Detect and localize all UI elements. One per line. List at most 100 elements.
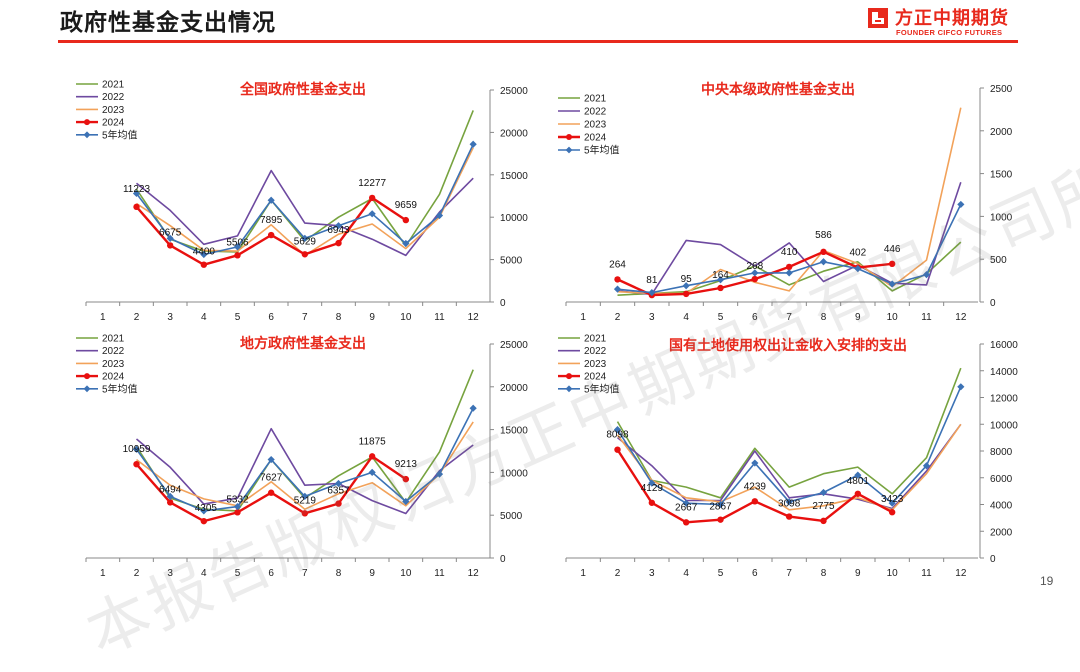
- x-tick-label: 11: [921, 568, 932, 579]
- page-number: 19: [1040, 574, 1054, 588]
- x-tick-label: 10: [887, 568, 899, 579]
- series-line-2021: [616, 367, 962, 499]
- y-tick-label: 0: [500, 554, 506, 565]
- legend-label-2023: 2023: [584, 359, 607, 370]
- data-label-2024: 4305: [195, 503, 218, 514]
- data-label-2024: 11223: [123, 184, 151, 195]
- data-point-avg: [751, 269, 759, 277]
- series-line-2022: [616, 423, 962, 510]
- legend-label-5年均值: 5年均值: [102, 382, 138, 395]
- data-label-2024: 5219: [294, 495, 317, 506]
- chart-title: 全国政府性基金支出: [239, 81, 366, 98]
- y-tick-label: 10000: [500, 213, 528, 224]
- x-tick-label: 7: [786, 568, 792, 579]
- data-label-2024: 6943: [327, 225, 350, 236]
- legend-marker-2024: [84, 373, 90, 380]
- y-tick-label: 25000: [500, 340, 528, 351]
- data-label-2024: 5506: [226, 237, 249, 248]
- data-label-2024: 446: [884, 244, 901, 255]
- data-point-avg: [132, 189, 141, 198]
- legend-label-2022: 2022: [102, 346, 125, 357]
- data-point-avg: [435, 211, 444, 220]
- data-label-2024: 10959: [123, 444, 151, 455]
- x-tick-label: 8: [821, 568, 827, 579]
- data-point-avg: [888, 280, 896, 288]
- y-tick-label: 0: [500, 298, 506, 309]
- data-point-2024: [717, 284, 724, 292]
- logo-text-en: FOUNDER CIFCO FUTURES: [896, 28, 1003, 37]
- data-point-avg: [233, 503, 242, 511]
- x-tick-label: 5: [235, 312, 241, 323]
- data-point-2024: [888, 509, 896, 516]
- data-point-2024: [335, 500, 342, 507]
- x-tick-label: 12: [468, 568, 480, 579]
- x-tick-label: 5: [718, 568, 724, 579]
- legend-label-5年均值: 5年均值: [584, 144, 620, 157]
- chart-national-fund-expenditure: 1 2 3 4 5 6 7 8 9 10 11 120500010000150002000025000…: [76, 80, 528, 323]
- y-tick-label: 12000: [990, 394, 1018, 405]
- data-label-2024: 6357: [327, 486, 350, 497]
- data-point-avg: [368, 210, 376, 218]
- data-point-2024: [234, 252, 241, 259]
- data-label-2024: 7895: [260, 215, 283, 226]
- data-point-avg: [166, 234, 174, 242]
- y-tick-label: 20000: [500, 383, 528, 394]
- y-tick-label: 14000: [990, 367, 1018, 378]
- x-tick-label: 1: [580, 312, 586, 323]
- x-tick-label: 6: [752, 568, 758, 579]
- data-label-2024: 11875: [359, 436, 387, 447]
- y-tick-label: 10000: [500, 468, 528, 479]
- x-tick-label: 2: [134, 312, 140, 323]
- legend-label-2024: 2024: [102, 118, 125, 129]
- x-tick-label: 6: [268, 568, 274, 579]
- series-line-2022: [135, 427, 474, 515]
- y-tick-label: 1500: [990, 170, 1013, 181]
- legend-label-2022: 2022: [584, 107, 607, 118]
- data-point-avg: [435, 470, 444, 478]
- data-point-avg: [854, 471, 862, 479]
- data-point-2024: [820, 248, 827, 256]
- y-tick-label: 15000: [500, 426, 528, 437]
- data-point-avg: [957, 200, 965, 209]
- data-point-2024: [267, 489, 275, 496]
- x-tick-label: 12: [955, 312, 967, 323]
- y-tick-label: 0: [990, 298, 996, 309]
- x-tick-label: 6: [752, 312, 758, 323]
- x-tick-label: 4: [683, 312, 689, 323]
- legend-label-2022: 2022: [584, 346, 607, 357]
- legend-marker-avg: [83, 385, 91, 393]
- y-tick-label: 8000: [990, 447, 1013, 458]
- data-label-2024: 164: [712, 270, 729, 281]
- data-point-2024: [402, 475, 410, 483]
- series-line-2023: [616, 423, 962, 511]
- x-tick-label: 8: [821, 312, 827, 323]
- data-label-2024: 264: [609, 259, 626, 270]
- y-tick-label: 2000: [990, 527, 1013, 538]
- data-point-avg: [233, 243, 242, 251]
- x-tick-label: 8: [336, 568, 342, 579]
- data-label-2024: 8098: [606, 430, 629, 441]
- x-tick-label: 9: [855, 568, 861, 579]
- data-label-2024: 12277: [358, 178, 386, 189]
- chart-local-fund-expenditure: 1 2 3 4 5 6 7 8 9 10 11 120500010000150002000025000…: [76, 334, 528, 579]
- data-point-2024: [682, 519, 690, 526]
- data-point-2024: [133, 460, 140, 468]
- x-tick-label: 12: [468, 312, 480, 323]
- x-tick-label: 7: [302, 568, 308, 579]
- data-label-2024: 410: [781, 247, 798, 258]
- series-line-2021: [617, 241, 962, 296]
- data-label-2024: 4239: [744, 481, 767, 492]
- data-label-2024: 4400: [193, 247, 216, 258]
- series-line-2021: [135, 110, 474, 253]
- data-label-2024: 2867: [709, 502, 732, 513]
- x-tick-label: 12: [955, 568, 967, 579]
- legend-label-5年均值: 5年均值: [102, 128, 138, 141]
- data-point-2024: [751, 275, 759, 283]
- x-tick-label: 3: [167, 568, 173, 579]
- x-tick-label: 4: [201, 568, 207, 579]
- legend-label-2023: 2023: [102, 105, 125, 116]
- data-point-2024: [785, 263, 793, 271]
- data-point-2024: [888, 260, 896, 268]
- data-point-2024: [200, 517, 208, 525]
- x-tick-label: 2: [134, 568, 140, 579]
